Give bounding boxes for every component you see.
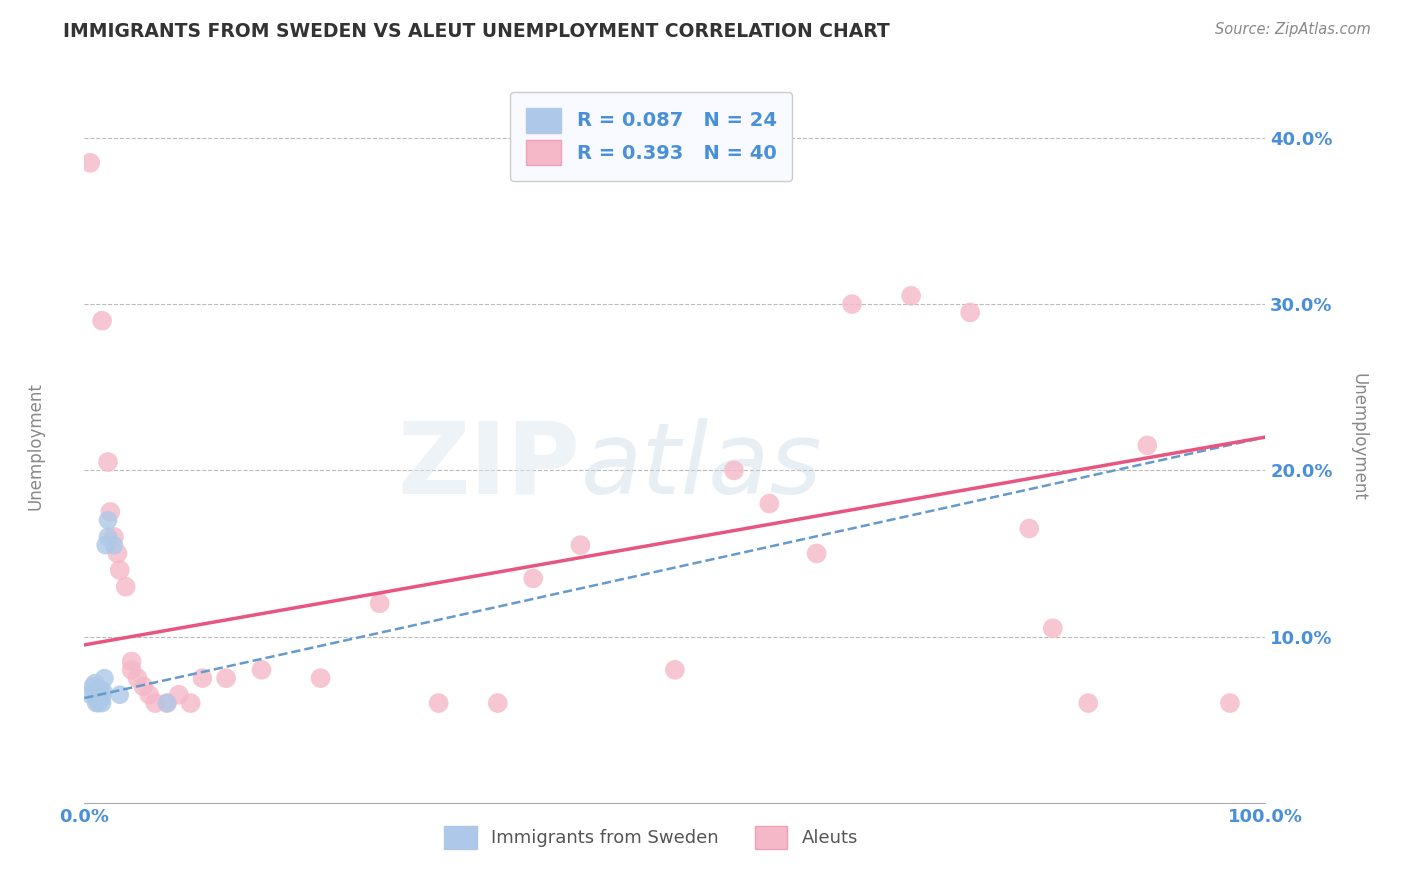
Y-axis label: Unemployment: Unemployment <box>1350 373 1368 501</box>
Point <box>79 155 101 169</box>
Point <box>103 530 125 544</box>
Point <box>91 684 114 698</box>
Point <box>143 696 166 710</box>
Point <box>427 696 450 710</box>
Text: Unemployment: Unemployment <box>27 382 44 510</box>
Point <box>108 688 131 702</box>
Point <box>180 696 202 710</box>
Text: IMMIGRANTS FROM SWEDEN VS ALEUT UNEMPLOYMENT CORRELATION CHART: IMMIGRANTS FROM SWEDEN VS ALEUT UNEMPLOY… <box>63 22 890 41</box>
Point <box>569 538 592 552</box>
Point <box>90 688 112 702</box>
Point <box>121 655 143 669</box>
Point <box>98 505 121 519</box>
Point <box>87 692 110 706</box>
Point <box>156 696 179 710</box>
Point <box>82 680 104 694</box>
Point <box>87 682 110 697</box>
Point <box>90 682 112 697</box>
Point <box>1136 438 1159 452</box>
Point <box>758 497 780 511</box>
Point <box>93 671 115 685</box>
Point <box>91 696 114 710</box>
Point <box>1077 696 1099 710</box>
Point <box>86 684 108 698</box>
Point <box>1042 621 1064 635</box>
Point <box>723 463 745 477</box>
Legend: Immigrants from Sweden, Aleuts: Immigrants from Sweden, Aleuts <box>437 818 866 856</box>
Text: atlas: atlas <box>581 417 823 515</box>
Point <box>108 563 131 577</box>
Point <box>250 663 273 677</box>
Point <box>114 580 136 594</box>
Point <box>138 688 160 702</box>
Point <box>1018 521 1040 535</box>
Point <box>83 682 105 697</box>
Point <box>156 696 179 710</box>
Point <box>91 691 114 706</box>
Point <box>900 289 922 303</box>
Point <box>94 538 117 552</box>
Point <box>1219 696 1241 710</box>
Text: Source: ZipAtlas.com: Source: ZipAtlas.com <box>1215 22 1371 37</box>
Point <box>84 696 107 710</box>
Point <box>97 455 120 469</box>
Point <box>841 297 863 311</box>
Point <box>167 688 190 702</box>
Point <box>486 696 509 710</box>
Point <box>91 314 114 328</box>
Point <box>79 688 101 702</box>
Point <box>132 680 155 694</box>
Point <box>84 691 107 706</box>
Point <box>97 530 120 544</box>
Point <box>522 571 544 585</box>
Point <box>89 688 111 702</box>
Point <box>84 688 107 702</box>
Point <box>103 538 125 552</box>
Point <box>664 663 686 677</box>
Point <box>84 676 107 690</box>
Point <box>89 691 111 706</box>
Point <box>87 696 110 710</box>
Point <box>191 671 214 685</box>
Point <box>959 305 981 319</box>
Point <box>84 688 107 702</box>
Point <box>97 513 120 527</box>
Point <box>127 671 149 685</box>
Point <box>121 663 143 677</box>
Point <box>215 671 238 685</box>
Point <box>107 546 129 560</box>
Text: ZIP: ZIP <box>398 417 581 515</box>
Point <box>368 596 391 610</box>
Point <box>309 671 332 685</box>
Point <box>806 546 828 560</box>
